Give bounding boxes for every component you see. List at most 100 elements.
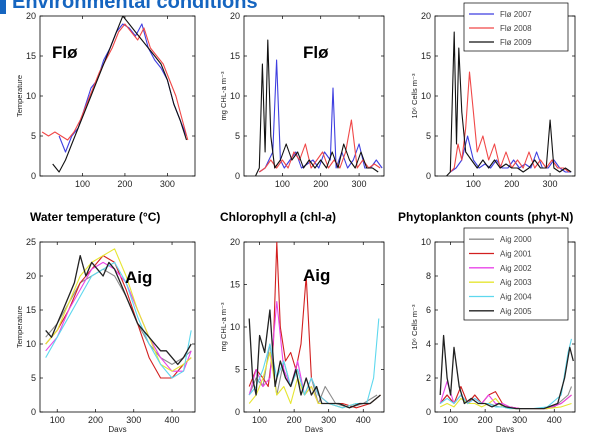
x-tick-label: 400 xyxy=(356,415,371,425)
x-tick-label: 400 xyxy=(165,415,180,425)
chart-flo-temperature: 0 5 10 15 20 100 200 300 Temperature Flø xyxy=(15,11,196,189)
chart-flo-phytoplankton: 0 5 10 15 20 100 200 300 10⁶ Cells m⁻³ Flø 2007 Fl… xyxy=(410,2,576,189)
y-tick-label: 4 xyxy=(426,339,431,349)
x-tick-label: 300 xyxy=(352,179,367,189)
series-line-y2009 xyxy=(255,39,379,176)
series-line-y2004 xyxy=(45,261,192,379)
page-title: Environmental conditions xyxy=(12,0,258,13)
caption-phytoplankton: Phytoplankton counts (phyt-N) xyxy=(398,210,574,224)
y-tick-label: 10 xyxy=(421,91,431,101)
caption-chlorophyll-a2: a xyxy=(325,210,333,224)
site-label: Flø xyxy=(303,43,329,62)
y-tick-label: 0 xyxy=(235,171,240,181)
legend-label: Aig 2002 xyxy=(500,264,532,273)
x-tick-label: 100 xyxy=(443,415,458,425)
x-tick-label: 200 xyxy=(478,415,493,425)
y-tick-label: 10 xyxy=(230,91,240,101)
y-axis-label: 10⁶ Cells m⁻³ xyxy=(410,304,419,349)
series-line-y2003 xyxy=(45,248,192,372)
legend-label: Flø 2007 xyxy=(500,10,532,19)
caption-chlorophyll-part2: (chl- xyxy=(296,210,326,224)
x-tick-label: 100 xyxy=(466,179,481,189)
y-axis-label: Temperature xyxy=(15,306,24,348)
page-title-bar: Environmental conditions xyxy=(0,0,593,16)
series-line-y2005 xyxy=(45,254,192,366)
x-tick-label: 200 xyxy=(313,179,328,189)
y-tick-label: 5 xyxy=(235,365,240,375)
y-tick-label: 20 xyxy=(421,11,431,21)
x-tick-label: 200 xyxy=(504,179,519,189)
x-tick-label: 100 xyxy=(275,179,290,189)
legend-label: Aig 2005 xyxy=(500,307,532,316)
y-tick-label: 15 xyxy=(26,305,36,315)
y-axis-label: Temperature xyxy=(15,75,24,117)
site-label: Aig xyxy=(125,268,152,287)
legend-box xyxy=(463,227,569,321)
series-line-y2005 xyxy=(248,309,381,409)
y-tick-label: 5 xyxy=(31,373,36,383)
legend-label: Aig 2003 xyxy=(500,278,532,287)
y-tick-label: 25 xyxy=(26,237,36,247)
y-tick-label: 10 xyxy=(26,339,36,349)
series-line-y2000 xyxy=(45,268,192,365)
y-tick-label: 15 xyxy=(230,280,240,290)
x-tick-label: 200 xyxy=(88,415,103,425)
x-tick-label: 300 xyxy=(160,179,175,189)
x-axis-label: Days xyxy=(108,425,126,432)
y-tick-label: 15 xyxy=(230,51,240,61)
caption-chlorophyll: Chlorophyll a (chl-a) xyxy=(220,210,336,224)
x-axis-label: Days xyxy=(305,425,323,432)
y-tick-label: 10 xyxy=(26,91,36,101)
y-tick-label: 8 xyxy=(426,271,431,281)
series-line-y2007 xyxy=(58,23,188,153)
title-accent-bar xyxy=(0,0,6,14)
legend-box xyxy=(463,2,569,52)
series-line-y2008 xyxy=(41,23,189,141)
x-tick-label: 200 xyxy=(287,415,302,425)
y-tick-label: 0 xyxy=(235,407,240,417)
y-tick-label: 15 xyxy=(421,51,431,61)
y-tick-label: 0 xyxy=(31,407,36,417)
x-tick-label: 100 xyxy=(75,179,90,189)
y-tick-label: 20 xyxy=(26,271,36,281)
x-tick-label: 100 xyxy=(252,415,267,425)
plot-frame xyxy=(39,241,196,413)
chart-aig-chlorophyll: 0 5 10 15 20 100 200 300 400 mg CHL-a m⁻³ Days Aig xyxy=(219,237,385,432)
y-tick-label: 15 xyxy=(26,51,36,61)
x-tick-label: 200 xyxy=(117,179,132,189)
series-line-y2002 xyxy=(45,261,192,372)
series-line-y2008 xyxy=(258,119,381,173)
y-tick-label: 10 xyxy=(230,322,240,332)
x-tick-label: 300 xyxy=(321,415,336,425)
legend-label: Aig 2000 xyxy=(500,235,532,244)
y-tick-label: 20 xyxy=(230,237,240,247)
y-axis-label: mg CHL-a m⁻³ xyxy=(219,302,228,351)
x-tick-label: 400 xyxy=(547,415,562,425)
caption-chlorophyll-a: a xyxy=(290,210,297,224)
series-line-y2004 xyxy=(248,318,380,409)
x-axis-label: Days xyxy=(496,425,514,432)
x-tick-label: 300 xyxy=(512,415,527,425)
series-line-y2000 xyxy=(248,343,378,409)
y-tick-label: 5 xyxy=(31,131,36,141)
caption-water-temperature: Water temperature (°C) xyxy=(30,210,161,224)
chart-aig-temperature: 0 5 10 15 20 25 100 200 300 400 Temperature Days Aig xyxy=(15,237,196,432)
caption-chlorophyll-part3: ) xyxy=(332,210,337,224)
site-label: Aig xyxy=(303,266,330,285)
y-tick-label: 5 xyxy=(235,131,240,141)
y-tick-label: 6 xyxy=(426,305,431,315)
legend-label: Flø 2008 xyxy=(500,24,532,33)
chart-aig-phytoplankton: 0 2 4 6 8 10 100 200 300 400 10⁶ Cells m⁻³ Days Aig … xyxy=(410,227,576,432)
series-line-y2004 xyxy=(439,338,573,410)
y-tick-label: 0 xyxy=(426,407,431,417)
legend-label: Aig 2004 xyxy=(500,293,532,302)
series-line-y2007 xyxy=(258,59,383,173)
chart-flo-chlorophyll: 0 5 10 15 20 100 200 300 mg CHL-a m⁻³ Flø xyxy=(219,11,385,189)
site-label: Flø xyxy=(52,43,78,62)
y-tick-label: 20 xyxy=(26,11,36,21)
y-tick-label: 0 xyxy=(426,171,431,181)
series-line-y2009 xyxy=(52,16,188,173)
y-axis-label: mg CHL-a m⁻³ xyxy=(219,71,228,120)
y-tick-label: 20 xyxy=(230,11,240,21)
y-tick-label: 10 xyxy=(421,237,431,247)
